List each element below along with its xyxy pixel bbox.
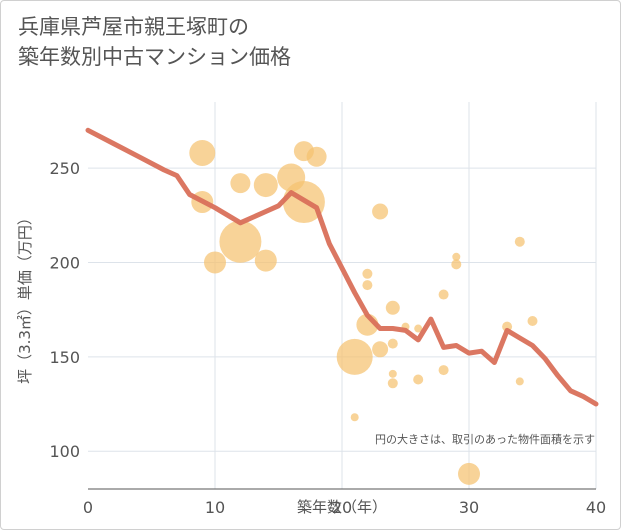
y-tick-label: 200 — [49, 253, 80, 272]
data-bubble — [387, 378, 398, 389]
data-bubble — [336, 338, 373, 375]
data-bubble — [306, 146, 327, 167]
data-bubble — [414, 324, 423, 333]
data-bubble — [253, 173, 278, 198]
data-bubble — [385, 300, 400, 315]
data-bubble — [527, 315, 538, 326]
x-tick-label: 30 — [459, 498, 479, 517]
x-axis-title: 築年数（年） — [297, 498, 387, 516]
x-tick-label: 10 — [205, 498, 225, 517]
data-bubble — [372, 341, 389, 358]
x-tick-label: 0 — [83, 498, 93, 517]
trend-layer — [85, 127, 599, 407]
data-bubble — [189, 139, 216, 166]
data-bubble — [452, 252, 461, 261]
data-bubble — [413, 374, 424, 385]
data-bubble — [254, 249, 277, 272]
x-tick-label: 20 — [332, 498, 352, 517]
y-axis-title: 坪（3.3㎡）単価（万円） — [16, 210, 34, 384]
trend-line — [85, 127, 599, 407]
chart-title-line-1: 兵庫県芦屋市親王塚町の — [18, 15, 249, 39]
grid-lines — [88, 102, 597, 489]
y-tick-label: 150 — [49, 348, 80, 367]
chart-title-line-2: 築年数別中古マンション価格 — [18, 45, 291, 69]
bubble-layer — [189, 139, 538, 485]
data-bubble — [458, 462, 480, 485]
data-bubble — [219, 220, 262, 263]
y-tick-label: 250 — [49, 159, 80, 178]
data-bubble — [350, 413, 359, 422]
data-bubble — [387, 338, 398, 349]
data-bubble — [362, 280, 373, 291]
y-tick-label: 100 — [49, 442, 80, 461]
chart-title: 兵庫県芦屋市親王塚町の 築年数別中古マンション価格 — [18, 12, 291, 72]
data-bubble — [230, 173, 251, 194]
data-bubble — [438, 365, 449, 376]
x-tick-label: 40 — [586, 498, 606, 517]
data-bubble — [515, 377, 524, 386]
data-bubble — [204, 251, 226, 274]
data-bubble — [388, 369, 397, 378]
bubble-size-note: 円の大きさは、取引のあった物件面積を示す — [375, 432, 595, 446]
tick-labels: 0 10 20 30 40 100 150 200 250 — [49, 159, 606, 517]
data-bubble — [372, 203, 389, 220]
data-bubble — [362, 268, 373, 279]
data-bubble — [514, 236, 525, 247]
data-bubble — [451, 259, 462, 270]
data-bubble — [438, 289, 449, 300]
